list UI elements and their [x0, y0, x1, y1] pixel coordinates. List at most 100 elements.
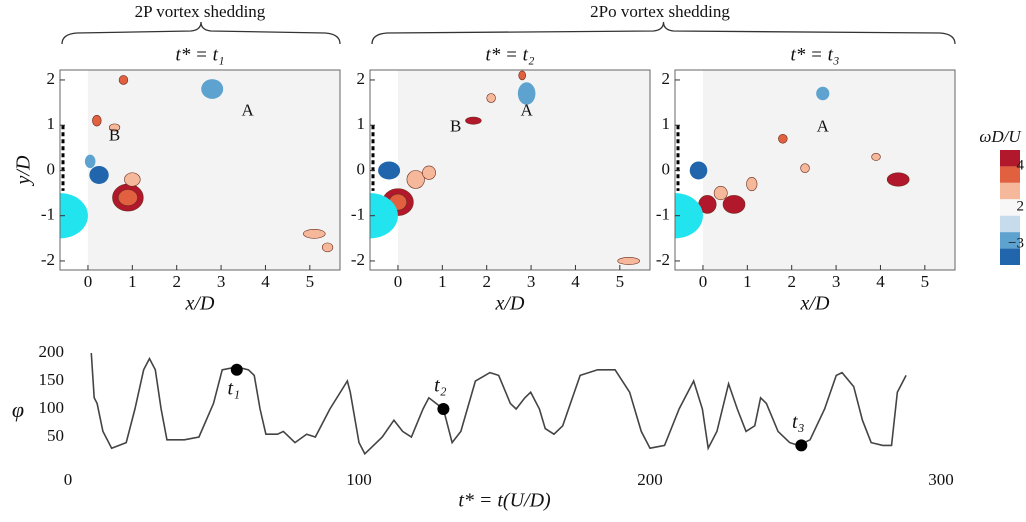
cylinder — [60, 193, 88, 239]
x-tick-label: 0 — [64, 470, 73, 489]
x-tick-label: 1 — [128, 272, 137, 291]
marker-label: t₁ — [228, 377, 241, 399]
vortex — [871, 152, 881, 161]
brace — [61, 21, 341, 45]
y-tick-label: 150 — [39, 370, 65, 389]
marker — [795, 439, 808, 452]
vortex — [201, 79, 224, 99]
marker-label: t₂ — [434, 375, 447, 397]
x-tick-label: 3 — [832, 272, 841, 291]
y-tick-label: 2 — [357, 69, 366, 88]
vortex — [89, 165, 109, 184]
y-axis-label: y/D — [13, 155, 35, 186]
colorbar-swatch — [1000, 150, 1020, 167]
x-axis-label: x/D — [800, 293, 830, 315]
y-tick-label: 0 — [47, 159, 56, 178]
vortex — [722, 195, 746, 214]
x-tick-label: 2 — [787, 272, 796, 291]
marker — [230, 363, 243, 376]
vortex — [517, 82, 536, 105]
y-tick-label: 2 — [47, 69, 56, 88]
vortex — [406, 170, 425, 189]
vortex — [713, 186, 728, 201]
colorbar-swatch — [1000, 199, 1020, 216]
x-tick-label: 5 — [306, 272, 315, 291]
field-bg — [370, 70, 650, 270]
colorbar-swatch — [1000, 166, 1020, 183]
colorbar-tick-label: 4 — [1017, 157, 1025, 173]
x-tick-label: 4 — [876, 272, 885, 291]
x-tick-label: 2 — [172, 272, 181, 291]
y-tick-label: 0 — [662, 159, 671, 178]
vortex — [92, 114, 102, 127]
vortex — [124, 172, 141, 187]
vortex — [109, 123, 121, 132]
vortex — [118, 75, 129, 85]
colorbar-tick-label: −3 — [1008, 235, 1024, 251]
annotation: B — [450, 116, 461, 135]
field-bg — [675, 70, 955, 270]
vortex — [816, 86, 830, 101]
colorbar-swatch — [1000, 232, 1020, 249]
colorbar-swatch — [1000, 215, 1020, 233]
x-tick-label: 4 — [571, 272, 580, 291]
colorbar-tick-label: 2 — [1017, 198, 1025, 214]
annotation: A — [817, 116, 830, 135]
colorbar-swatch — [1000, 248, 1020, 265]
group-label: 2Po vortex shedding — [590, 2, 730, 21]
y-tick-label: 1 — [357, 114, 366, 133]
annotation: A — [520, 101, 533, 120]
vortex — [800, 163, 810, 173]
annotation: B — [109, 125, 120, 144]
y-axis-label: φ — [12, 397, 24, 422]
vortex — [302, 229, 326, 239]
vortex — [518, 70, 527, 81]
annotation: A — [242, 101, 255, 120]
x-tick-label: 2 — [482, 272, 491, 291]
y-tick-label: -2 — [41, 250, 55, 269]
marker-label: t₃ — [792, 411, 805, 433]
x-tick-label: 1 — [743, 272, 752, 291]
vortex — [465, 116, 482, 125]
vortex — [378, 161, 401, 180]
y-tick-label: -2 — [656, 250, 670, 269]
vortex — [778, 133, 788, 144]
x-axis-label: x/D — [495, 293, 525, 315]
y-tick-label: -2 — [351, 250, 365, 269]
vortex — [422, 165, 436, 180]
x-tick-label: 0 — [84, 272, 93, 291]
vortex — [746, 176, 758, 192]
x-tick-label: 4 — [261, 272, 270, 291]
group-label: 2P vortex shedding — [135, 2, 266, 21]
y-tick-label: 100 — [39, 398, 65, 417]
vortex — [321, 242, 334, 253]
y-tick-label: -1 — [351, 205, 365, 224]
vortex — [84, 154, 96, 169]
colorbar-swatch — [1000, 182, 1020, 200]
y-tick-label: 200 — [39, 342, 65, 361]
brace — [371, 21, 956, 45]
panel-title: t* = t₃ — [791, 44, 840, 65]
x-tick-label: 300 — [928, 470, 954, 489]
panel-title: t* = t₁ — [176, 44, 225, 65]
x-axis-label: x/D — [185, 293, 215, 315]
y-tick-label: 2 — [662, 69, 671, 88]
vortex — [886, 172, 910, 187]
y-tick-label: 50 — [47, 426, 64, 445]
x-tick-label: 3 — [527, 272, 536, 291]
y-tick-label: 1 — [662, 114, 671, 133]
cylinder — [370, 193, 398, 239]
x-tick-label: 1 — [438, 272, 447, 291]
marker — [437, 403, 450, 415]
x-tick-label: 200 — [637, 470, 663, 489]
x-tick-label: 3 — [217, 272, 226, 291]
x-tick-label: 100 — [346, 470, 372, 489]
y-tick-label: 0 — [357, 159, 366, 178]
vortex — [117, 189, 138, 207]
vortex — [689, 161, 708, 180]
line — [90, 352, 907, 456]
x-axis-label: t* = t(U/D) — [458, 490, 551, 512]
panel-title: t* = t₂ — [486, 44, 535, 65]
y-tick-label: 1 — [47, 114, 56, 133]
